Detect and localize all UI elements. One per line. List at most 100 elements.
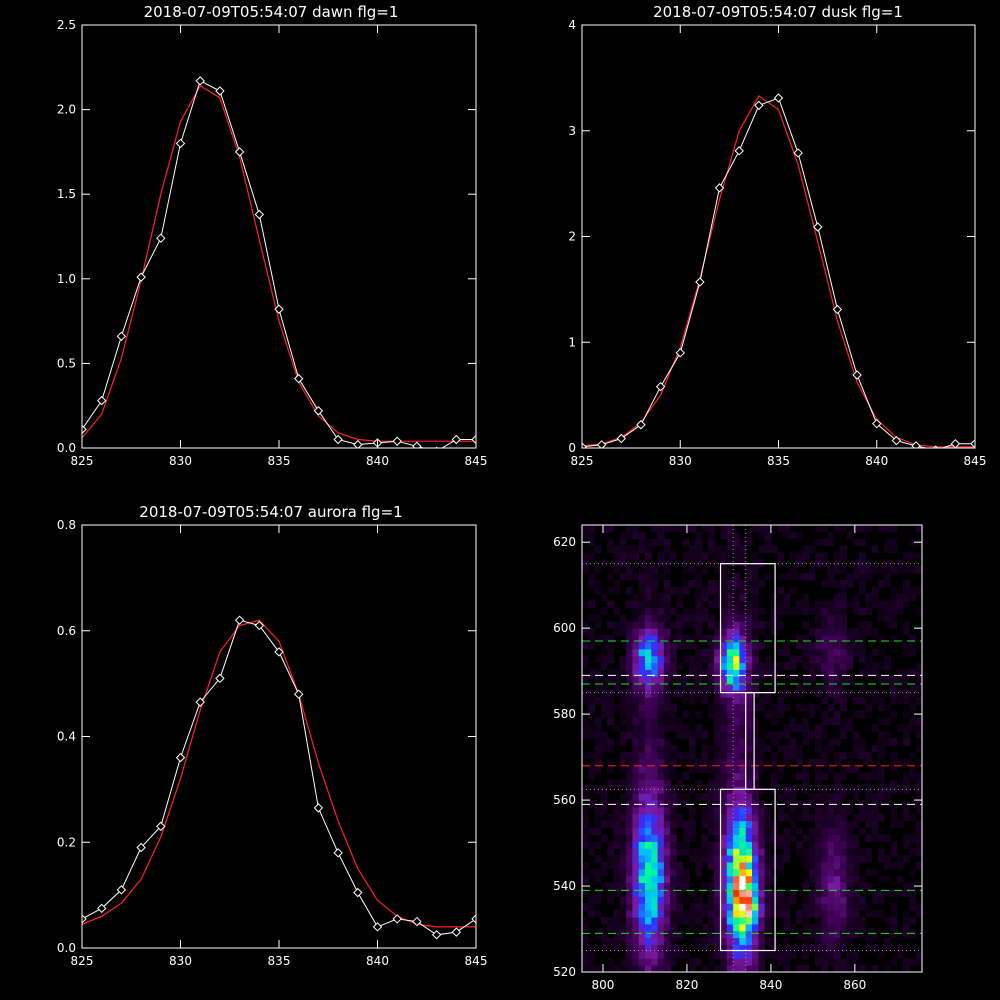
image-pixel xyxy=(840,875,847,884)
image-pixel xyxy=(758,910,766,918)
image-pixel xyxy=(903,552,910,560)
image-pixel xyxy=(827,676,835,684)
image-pixel xyxy=(764,525,772,533)
image-pixel xyxy=(682,841,690,849)
image-pixel xyxy=(682,566,690,574)
image-pixel xyxy=(632,772,640,780)
image-pixel xyxy=(846,573,854,581)
image-pixel xyxy=(846,724,854,732)
image-pixel xyxy=(638,772,646,780)
image-pixel xyxy=(638,813,646,822)
image-pixel xyxy=(733,779,740,787)
image-pixel xyxy=(645,944,652,952)
image-pixel xyxy=(626,751,633,760)
image-pixel xyxy=(689,607,696,615)
image-pixel xyxy=(739,937,747,945)
image-pixel xyxy=(588,965,596,973)
image-pixel xyxy=(714,580,721,588)
image-pixel xyxy=(582,525,589,533)
image-pixel xyxy=(915,834,923,842)
image-pixel xyxy=(676,525,684,533)
image-pixel xyxy=(689,669,696,677)
image-pixel xyxy=(670,944,677,952)
image-pixel xyxy=(821,786,829,794)
image-pixel xyxy=(619,875,627,884)
image-pixel xyxy=(896,607,904,615)
image-pixel xyxy=(657,717,665,725)
image-pixel xyxy=(739,813,747,822)
image-pixel xyxy=(827,910,835,918)
image-pixel xyxy=(840,614,847,622)
image-pixel xyxy=(745,786,753,794)
image-pixel xyxy=(909,848,917,856)
image-pixel xyxy=(701,944,709,952)
image-pixel xyxy=(657,855,665,863)
image-pixel xyxy=(600,690,608,698)
image-pixel xyxy=(707,827,715,835)
image-pixel xyxy=(852,875,860,884)
image-pixel xyxy=(758,930,766,939)
image-pixel xyxy=(890,779,898,787)
image-pixel xyxy=(588,690,596,698)
image-pixel xyxy=(726,545,734,553)
image-pixel xyxy=(714,635,721,643)
dusk-data-point xyxy=(872,418,882,429)
image-pixel xyxy=(890,683,898,691)
image-pixel xyxy=(657,751,665,760)
image-pixel xyxy=(663,751,671,760)
image-pixel xyxy=(720,896,728,904)
dawn-y-tick-label: 0.5 xyxy=(57,356,76,370)
image-pixel xyxy=(626,669,633,677)
image-pixel xyxy=(726,917,734,925)
image-pixel xyxy=(594,813,602,822)
image-pixel xyxy=(720,951,728,959)
image-pixel xyxy=(745,889,753,897)
aurora-x-tick-label: 840 xyxy=(366,954,389,968)
image-pixel xyxy=(865,751,873,760)
image-pixel xyxy=(846,965,854,973)
image-pixel xyxy=(638,793,646,801)
image-pixel xyxy=(852,731,860,739)
image-pixel xyxy=(890,600,898,608)
image-pixel xyxy=(619,710,627,719)
image-pixel xyxy=(670,724,677,732)
image-pixel xyxy=(582,717,589,725)
image-pixel xyxy=(777,793,784,801)
image-pixel xyxy=(632,552,640,560)
image-pixel xyxy=(632,641,640,650)
image-pixel xyxy=(777,696,784,705)
image-pixel xyxy=(689,662,696,670)
image-pixel xyxy=(846,917,854,925)
image-pixel xyxy=(796,724,803,732)
image-pixel xyxy=(890,607,898,615)
image-pixel xyxy=(707,600,715,608)
image-pixel xyxy=(777,868,784,877)
image-pixel xyxy=(613,800,621,808)
image-pixel xyxy=(884,607,891,615)
image-pixel xyxy=(815,903,822,911)
image-pixel xyxy=(896,669,904,677)
image-pixel xyxy=(758,580,766,588)
image-pixel xyxy=(638,655,646,664)
image-pixel xyxy=(840,552,847,560)
image-pixel xyxy=(903,593,910,602)
image-pixel xyxy=(588,573,596,581)
image-pixel xyxy=(657,800,665,808)
image-pixel xyxy=(802,951,810,959)
image-pixel xyxy=(890,958,898,966)
image-pixel xyxy=(802,944,810,952)
image-pixel xyxy=(670,717,677,725)
image-pixel xyxy=(657,793,665,801)
image-pixel xyxy=(632,834,640,842)
image-pixel xyxy=(865,710,873,719)
image-pixel xyxy=(789,586,797,595)
image-pixel xyxy=(638,841,646,849)
image-pixel xyxy=(770,951,778,959)
image-pixel xyxy=(852,765,860,774)
image-pixel xyxy=(645,662,652,670)
image-pixel xyxy=(770,855,778,863)
image-pixel xyxy=(770,800,778,808)
image-pixel xyxy=(821,889,829,897)
image-pixel xyxy=(733,683,740,691)
image-pixel xyxy=(714,758,721,767)
